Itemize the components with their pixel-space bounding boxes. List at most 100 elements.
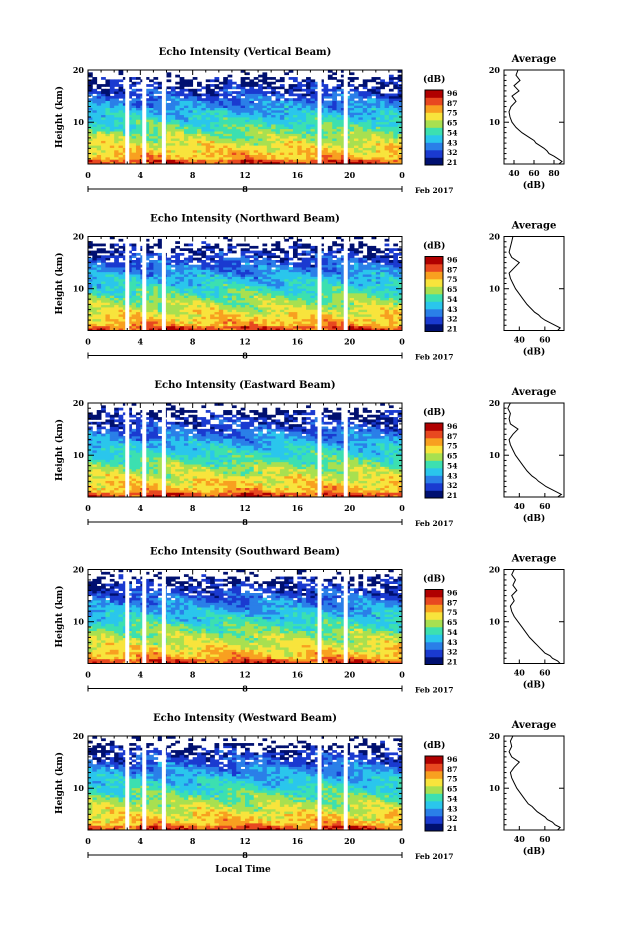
heatmap-cell: [166, 145, 172, 148]
heatmap-cell: [210, 105, 215, 108]
heatmap-cell: [310, 307, 316, 310]
heatmap-cell: [144, 119, 150, 123]
heatmap-cell: [166, 121, 172, 125]
heatmap-cell: [266, 292, 272, 296]
heatmap-cell: [96, 260, 102, 263]
heatmap-cell: [332, 147, 337, 151]
heatmap-cell: [284, 271, 290, 275]
heatmap-cell: [101, 248, 106, 251]
heatmap-cell: [362, 135, 368, 139]
heatmap-cell: [340, 311, 346, 315]
heatmap-cell: [88, 154, 93, 158]
heatmap-cell: [279, 95, 285, 99]
heatmap-cell: [240, 88, 246, 92]
heatmap-cell: [127, 274, 133, 277]
heatmap-cell: [262, 109, 268, 113]
heatmap-cell: [253, 323, 259, 327]
heatmap-cell: [127, 255, 133, 259]
heatmap-cell: [310, 107, 316, 111]
heatmap-cell: [153, 267, 159, 270]
heatmap-cell: [118, 138, 124, 141]
heatmap-cell: [96, 295, 102, 298]
heatmap-cell: [314, 152, 320, 155]
heatmap-cell: [301, 257, 307, 261]
heatmap-cell: [253, 112, 259, 116]
heatmap-cell: [258, 93, 263, 97]
heatmap-cell: [336, 126, 342, 130]
heatmap-cell: [236, 304, 242, 308]
heatmap-cell: [157, 140, 163, 144]
heatmap-cell: [149, 328, 154, 331]
heatmap-cell: [371, 281, 377, 284]
heatmap-cell: [271, 149, 276, 153]
heatmap-cell: [367, 314, 372, 317]
heatmap-cell: [245, 311, 250, 315]
heatmap-cell: [271, 302, 276, 306]
heatmap-cell: [166, 105, 172, 108]
heatmap-cell: [218, 307, 224, 310]
heatmap-cell: [362, 156, 368, 160]
heatmap-cell: [266, 278, 272, 282]
heatmap-cell: [231, 260, 237, 263]
heatmap-cell: [306, 138, 311, 141]
heatmap-cell: [205, 142, 211, 146]
heatmap-cell: [340, 288, 346, 291]
heatmap-cell: [135, 323, 141, 327]
heatmap-cell: [183, 302, 189, 306]
heatmap-cell: [288, 323, 294, 327]
heatmap-cell: [105, 302, 111, 306]
heatmap-cell: [105, 292, 111, 296]
heatmap-cell: [170, 98, 176, 101]
heatmap-cell: [105, 93, 111, 97]
heatmap-cell: [183, 267, 189, 270]
heatmap-cell: [118, 133, 124, 137]
heatmap-cell: [188, 276, 194, 280]
heatmap-cell: [362, 114, 368, 118]
heatmap-cell: [88, 114, 93, 118]
heatmap-cell: [205, 138, 211, 141]
heatmap-cell: [253, 142, 259, 146]
heatmap-cell: [380, 257, 385, 261]
heatmap-cell: [271, 278, 276, 282]
heatmap-cell: [327, 257, 333, 261]
heatmap-cell: [262, 302, 268, 306]
heatmap-cell: [301, 309, 307, 313]
heatmap-cell: [197, 159, 202, 163]
heatmap-cell: [218, 314, 224, 317]
heatmap-cell: [297, 102, 303, 106]
heatmap-cell: [214, 133, 220, 137]
heatmap-cell: [336, 267, 342, 270]
heatmap-cell: [149, 159, 154, 163]
heatmap-cell: [371, 290, 377, 294]
heatmap-cell: [332, 314, 337, 317]
heatmap-cell: [327, 299, 333, 303]
heatmap-cell: [327, 154, 333, 158]
heatmap-cell: [266, 98, 272, 101]
heatmap-cell: [205, 314, 211, 317]
heatmap-cell: [131, 126, 137, 130]
heatmap-cell: [175, 121, 180, 125]
heatmap-cell: [96, 328, 102, 331]
heatmap-cell: [340, 126, 346, 130]
heatmap-cell: [170, 283, 176, 287]
heatmap-cell: [314, 276, 320, 280]
heatmap-cell: [367, 145, 372, 148]
heatmap-cell: [380, 299, 385, 303]
heatmap-cell: [210, 147, 215, 151]
heatmap-cell: [201, 159, 207, 163]
heatmap-cell: [245, 154, 250, 158]
heatmap-cell: [149, 271, 154, 275]
heatmap-cell: [231, 283, 237, 287]
heatmap-cell: [135, 147, 141, 151]
heatmap-cell: [371, 119, 377, 123]
heatmap-cell: [179, 269, 185, 273]
heatmap-cell: [92, 117, 98, 120]
heatmap-cell: [236, 121, 242, 125]
heatmap-cell: [362, 269, 368, 273]
heatmap-cell: [223, 98, 228, 101]
heatmap-cell: [380, 95, 385, 99]
heatmap-cell: [127, 91, 133, 94]
heatmap-cell: [166, 262, 172, 266]
heatmap-cell: [118, 290, 124, 294]
heatmap-cell: [210, 100, 215, 104]
